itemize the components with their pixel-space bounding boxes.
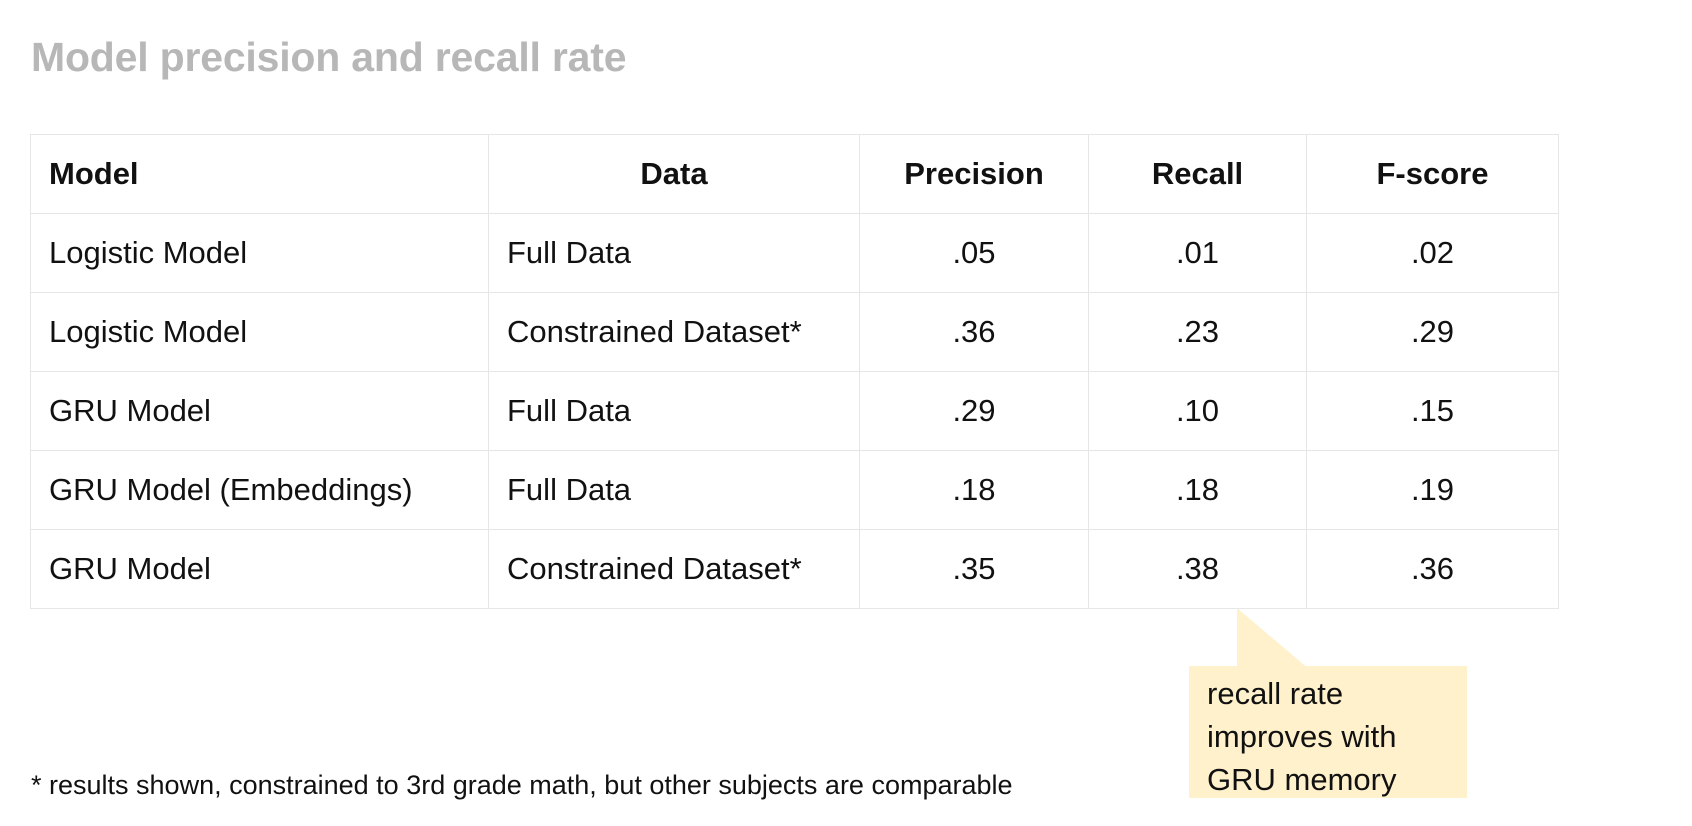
cell-recall: .18 — [1088, 450, 1307, 530]
cell-data: Full Data — [488, 371, 860, 451]
cell-recall: .23 — [1088, 292, 1307, 372]
table-row: GRU Model Constrained Dataset* .35 .38 .… — [30, 529, 1559, 609]
header-recall: Recall — [1088, 134, 1307, 214]
callout-line: recall rate — [1207, 676, 1344, 711]
table-row: GRU Model Full Data .29 .10 .15 — [30, 371, 1559, 451]
callout-pointer-shape — [1237, 608, 1310, 670]
cell-data: Full Data — [488, 450, 860, 530]
cell-model: GRU Model — [30, 371, 489, 451]
header-model: Model — [30, 134, 489, 214]
cell-data: Constrained Dataset* — [488, 529, 860, 609]
cell-recall: .01 — [1088, 213, 1307, 293]
cell-fscore: .36 — [1306, 529, 1559, 609]
cell-fscore: .19 — [1306, 450, 1559, 530]
callout-line: improves with — [1207, 719, 1397, 754]
cell-precision: .29 — [859, 371, 1089, 451]
cell-fscore: .29 — [1306, 292, 1559, 372]
cell-model: Logistic Model — [30, 213, 489, 293]
cell-fscore: .15 — [1306, 371, 1559, 451]
table-row: Logistic Model Full Data .05 .01 .02 — [30, 213, 1559, 293]
cell-model: Logistic Model — [30, 292, 489, 372]
cell-recall: .10 — [1088, 371, 1307, 451]
cell-precision: .05 — [859, 213, 1089, 293]
slide-title: Model precision and recall rate — [31, 34, 627, 80]
cell-data: Constrained Dataset* — [488, 292, 860, 372]
footnote: * results shown, constrained to 3rd grad… — [31, 770, 1013, 800]
header-fscore: F-score — [1306, 134, 1559, 214]
cell-model: GRU Model (Embeddings) — [30, 450, 489, 530]
cell-fscore: .02 — [1306, 213, 1559, 293]
cell-recall: .38 — [1088, 529, 1307, 609]
table-header-row: Model Data Precision Recall F-score — [30, 134, 1559, 214]
results-table: Model Data Precision Recall F-score Logi… — [30, 134, 1559, 609]
callout-note: recall rate improves with GRU memory — [1189, 666, 1467, 798]
table-row: Logistic Model Constrained Dataset* .36 … — [30, 292, 1559, 372]
header-precision: Precision — [859, 134, 1089, 214]
table-row: GRU Model (Embeddings) Full Data .18 .18… — [30, 450, 1559, 530]
cell-precision: .35 — [859, 529, 1089, 609]
callout-line: GRU memory — [1207, 762, 1397, 797]
cell-data: Full Data — [488, 213, 860, 293]
cell-precision: .18 — [859, 450, 1089, 530]
cell-model: GRU Model — [30, 529, 489, 609]
